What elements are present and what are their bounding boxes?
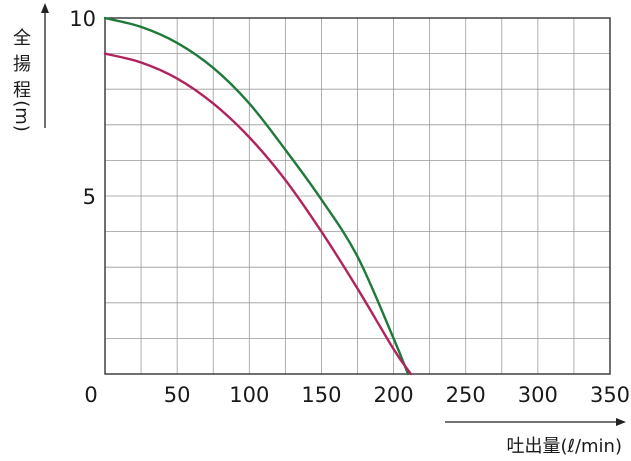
series-line-2 (103, 52, 413, 376)
x-tick-label: 150 (301, 383, 341, 407)
y-axis-title-char-2: 揚 (13, 54, 31, 75)
x-tick-label: 50 (164, 383, 191, 407)
x-axis-title: 吐出量(ℓ/min) (445, 418, 626, 457)
grid (105, 18, 610, 374)
series-line-1 (103, 16, 410, 376)
x-tick-label: 250 (446, 383, 486, 407)
y-axis-title: 全 揚 程 (m) (11, 3, 49, 132)
x-tick-label: 200 (374, 383, 414, 407)
x-axis-title-text: 吐出量(ℓ/min) (507, 436, 623, 457)
y-tick-label: 10 (69, 7, 96, 31)
series-group (103, 16, 413, 376)
x-tick-label: 0 (84, 383, 97, 407)
x-tick-label: 100 (229, 383, 269, 407)
x-tick-labels: 0 50 100 150 200 250 300 350 (84, 383, 630, 407)
y-tick-label: 5 (83, 185, 96, 209)
plot-frame (104, 17, 611, 375)
y-tick-labels: 5 10 (69, 7, 96, 209)
y-axis-title-char-1: 全 (13, 28, 31, 49)
x-tick-label: 300 (518, 383, 558, 407)
y-axis-title-unit: (m) (11, 100, 32, 132)
y-axis-arrow-head (41, 3, 49, 13)
y-axis-title-char-3: 程 (13, 80, 31, 101)
x-tick-label: 350 (590, 383, 630, 407)
x-axis-arrow-head (616, 418, 626, 426)
